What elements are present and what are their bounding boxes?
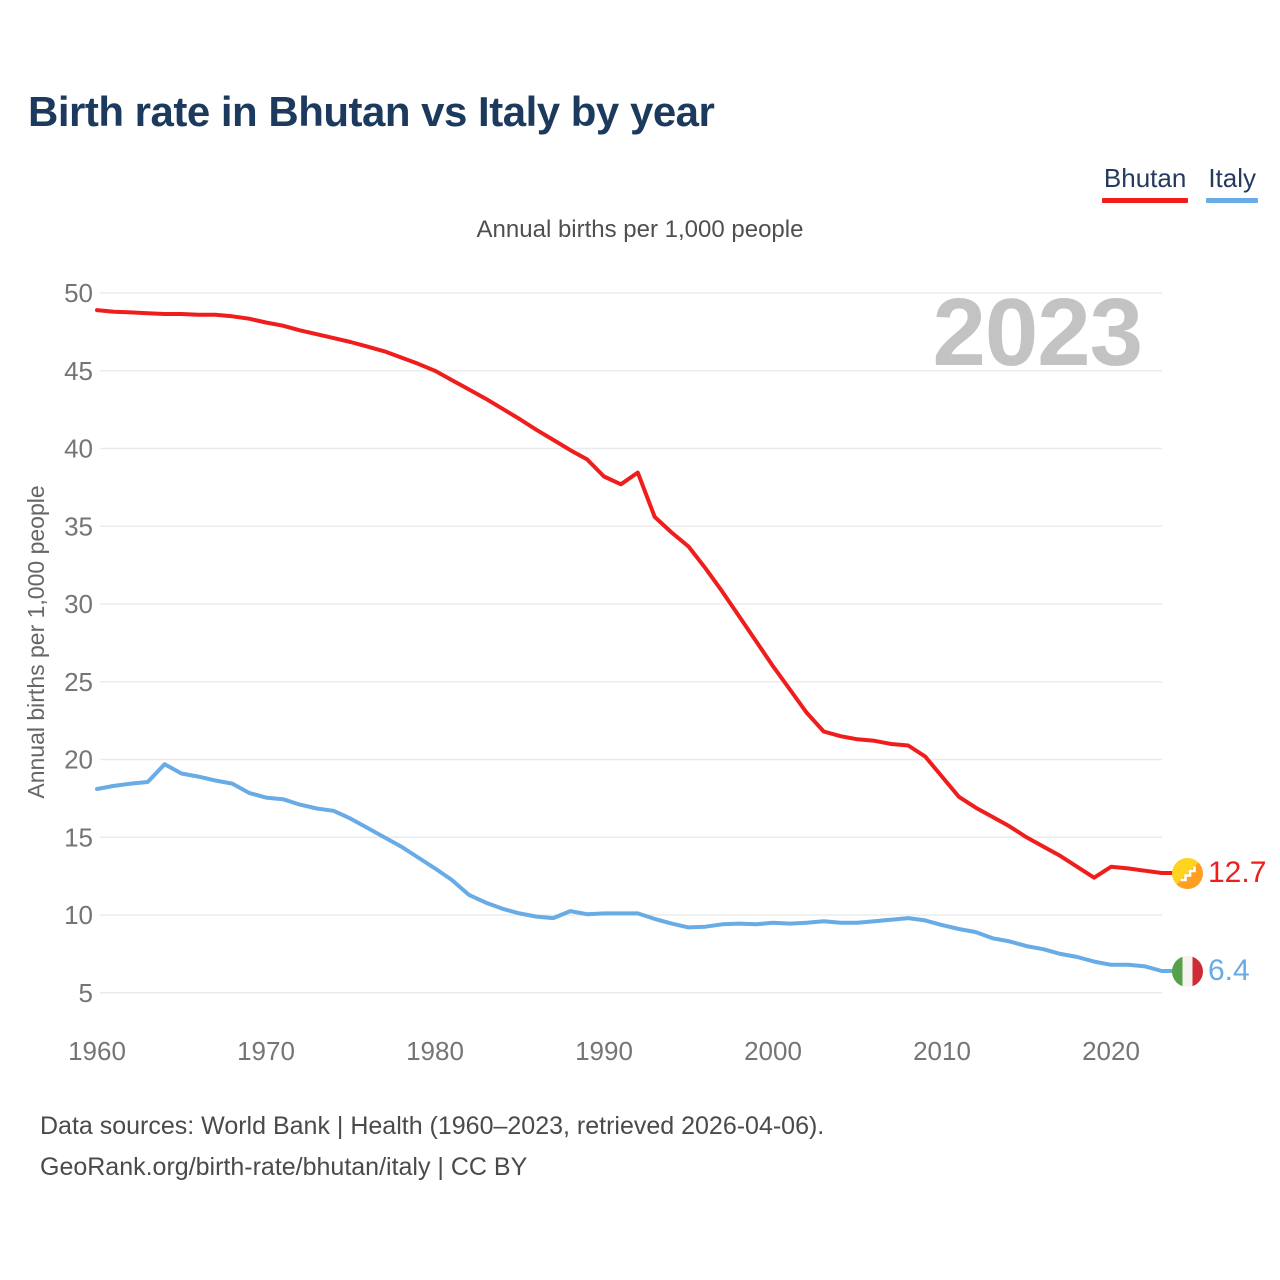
- legend-underline-italy: [1206, 198, 1258, 203]
- x-tick-label: 2000: [744, 1036, 802, 1066]
- y-tick-label: 5: [79, 978, 93, 1008]
- legend-label-bhutan: Bhutan: [1103, 163, 1187, 193]
- y-tick-label: 50: [64, 278, 93, 308]
- footer: Data sources: World Bank | Health (1960–…: [40, 1106, 824, 1188]
- y-tick-label: 15: [64, 822, 93, 852]
- x-tick-label: 1990: [575, 1036, 633, 1066]
- y-tick-label: 20: [64, 745, 93, 775]
- x-tick-label: 1960: [68, 1036, 126, 1066]
- y-tick-label: 45: [64, 356, 93, 386]
- series-line-bhutan: [95, 308, 1174, 880]
- page-title: Birth rate in Bhutan vs Italy by year: [28, 88, 715, 135]
- year-watermark: 2023: [932, 279, 1143, 386]
- bhutan-flag-icon: [1172, 858, 1203, 889]
- end-value-italy: 6.4: [1208, 954, 1250, 987]
- y-axis-title: Annual births per 1,000 people: [23, 485, 49, 798]
- legend: Bhutan Italy: [1101, 163, 1258, 203]
- legend-label-italy: Italy: [1208, 163, 1256, 193]
- x-tick-label: 1970: [237, 1036, 295, 1066]
- x-tick-label: 2010: [913, 1036, 971, 1066]
- series-line-italy: [95, 762, 1174, 973]
- legend-underline-bhutan: [1101, 198, 1189, 203]
- chart-subtitle: Annual births per 1,000 people: [476, 216, 804, 243]
- y-tick-label: 10: [64, 900, 93, 930]
- x-tick-label: 2020: [1082, 1036, 1140, 1066]
- y-tick-label: 40: [64, 434, 93, 464]
- italy-flag-icon: [1172, 956, 1203, 987]
- end-value-bhutan: 12.7: [1208, 856, 1267, 889]
- legend-item-italy[interactable]: Italy: [1206, 163, 1258, 203]
- x-tick-label: 1980: [406, 1036, 464, 1066]
- y-tick-label: 35: [64, 511, 93, 541]
- legend-item-bhutan[interactable]: Bhutan: [1101, 163, 1189, 203]
- footer-data-sources: Data sources: World Bank | Health (1960–…: [40, 1112, 825, 1140]
- y-tick-label: 30: [64, 589, 93, 619]
- footer-attribution: GeoRank.org/birth-rate/bhutan/italy | CC…: [40, 1153, 528, 1181]
- y-tick-label: 25: [64, 667, 93, 697]
